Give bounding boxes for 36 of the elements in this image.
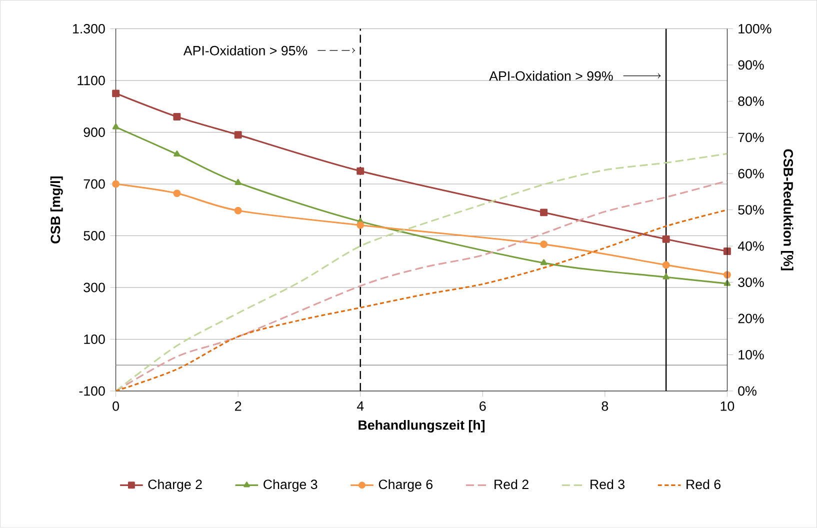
x-tick-label: 8 — [602, 401, 608, 411]
y2-tick-label: 30% — [738, 278, 764, 288]
y-tick-label: 500 — [84, 231, 105, 241]
legend-label: Red 6 — [686, 479, 720, 490]
ref-line-label: API-Oxidation > 99% — [489, 71, 613, 81]
y2-tick-label: 20% — [738, 314, 764, 324]
y-tick-label: -100 — [79, 386, 105, 396]
y-tick-label: 700 — [84, 179, 105, 189]
y2-tick-label: 100% — [738, 24, 772, 34]
y-tick-label: 1.300 — [73, 24, 105, 34]
x-tick-label: 6 — [480, 401, 486, 411]
y2-tick-label: 10% — [738, 350, 764, 360]
x-axis-title: Behandlungszeit [h] — [358, 420, 485, 433]
legend-label: Red 3 — [590, 479, 624, 490]
y2-tick-label: 60% — [738, 169, 764, 178]
y2-axis-title: CSB-Reduktion [%] — [780, 149, 794, 270]
x-tick-label: 0 — [112, 401, 120, 411]
y2-tick-label: 0% — [738, 386, 756, 396]
y-tick-label: 1100 — [78, 76, 105, 86]
y2-tick-label: 90% — [738, 60, 764, 70]
y2-tick-label: 80% — [738, 96, 764, 106]
legend-label: Charge 2 — [148, 479, 202, 492]
y-tick-label: 300 — [84, 282, 105, 292]
x-tick-label: 4 — [356, 401, 364, 411]
y2-tick-label: 40% — [738, 241, 764, 251]
legend-label: Charge 3 — [264, 479, 318, 492]
y2-tick-label: 50% — [738, 205, 764, 215]
y-axis-title: CSB [mg/l] — [50, 176, 63, 244]
legend-label: Red 2 — [494, 479, 528, 490]
legend-label: Charge 6 — [378, 479, 432, 492]
y-tick-label: 100 — [84, 334, 105, 344]
y2-tick-label: 70% — [738, 132, 764, 142]
ref-line-label: API-Oxidation > 95% — [183, 46, 308, 56]
x-tick-label: 10 — [720, 401, 734, 411]
x-tick-label: 2 — [235, 401, 242, 411]
y-tick-label: 900 — [84, 128, 105, 138]
